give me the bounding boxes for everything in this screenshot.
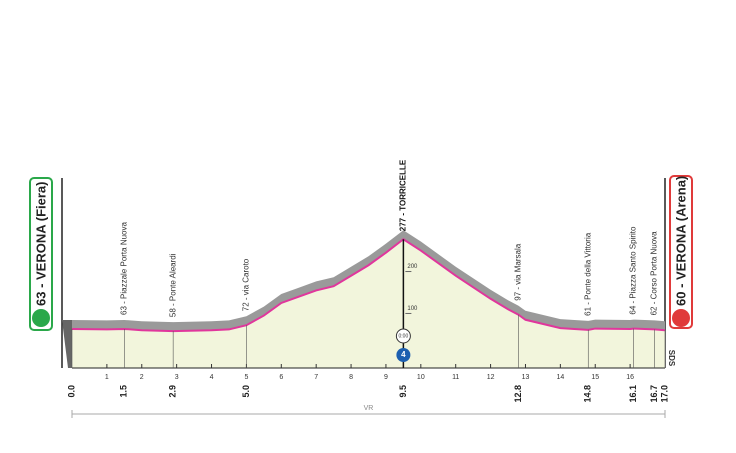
finish-box (669, 175, 693, 329)
finish-label: 60 - VERONA (Arena) (673, 176, 688, 306)
start-box (29, 177, 53, 331)
y-tick-label: 100 (407, 306, 418, 312)
waypoint-label: 64 - Piazza Santo Spirito (629, 226, 638, 315)
distance-label: 12.8 (513, 385, 523, 403)
x-tick-label: 13 (522, 374, 530, 381)
distance-label: 0.0 (66, 385, 76, 398)
climb-category: 4 (401, 350, 406, 359)
summit-label: 277 - TORRICELLE (398, 159, 407, 231)
waypoint-label: 72 - via Caroto (242, 258, 251, 311)
x-tick-label: 1 (105, 374, 109, 381)
waypoint-label: 61 - Ponte della Vittoria (583, 232, 592, 316)
x-tick-label: 5 (244, 374, 248, 381)
x-tick-label: 6 (279, 374, 283, 381)
x-tick-label: 12 (487, 374, 495, 381)
distance-label: 9.5 (398, 385, 408, 398)
distance-label: 17.0 (659, 385, 669, 403)
x-tick-label: 3 (175, 374, 179, 381)
waypoint-label: 97 - via Marsala (514, 243, 523, 300)
distance-label: 16.7 (649, 385, 659, 403)
province-label: VR (364, 405, 374, 412)
distance-label: 2.9 (168, 385, 178, 398)
x-tick-label: 2 (140, 374, 144, 381)
x-tick-label: 14 (556, 374, 564, 381)
start-icon (32, 309, 50, 327)
timing-label: 0:00 (399, 333, 409, 339)
x-tick-label: 7 (314, 374, 318, 381)
start-label: 63 - VERONA (Fiera) (33, 182, 48, 307)
waypoint-label: 62 - Corso Porta Nuova (650, 231, 659, 316)
x-tick-label: 8 (349, 374, 353, 381)
climb-badge (396, 348, 411, 362)
x-tick-label: 15 (591, 374, 599, 381)
profile-area (72, 239, 665, 368)
left-wall (62, 319, 72, 368)
timing-badge (395, 328, 411, 344)
x-tick-label: 10 (417, 374, 425, 381)
x-tick-label: 11 (452, 374, 459, 381)
waypoint-label: 58 - Ponte Aleardi (168, 253, 177, 317)
distance-label: 16.1 (628, 385, 638, 403)
road-band (72, 230, 665, 332)
y-tick-label: 200 (407, 264, 418, 270)
x-tick-label: 4 (210, 374, 214, 381)
x-tick-label: 16 (626, 374, 634, 381)
waypoint-label: 63 - Piazzale Porta Nuova (119, 222, 128, 315)
profile-line (71, 238, 666, 333)
distance-label: 5.0 (241, 385, 251, 398)
finish-code: SDS (667, 350, 676, 367)
x-tick-label: 9 (384, 374, 388, 381)
distance-label: 1.5 (119, 385, 129, 398)
finish-icon (672, 309, 690, 327)
distance-label: 14.8 (583, 385, 593, 403)
